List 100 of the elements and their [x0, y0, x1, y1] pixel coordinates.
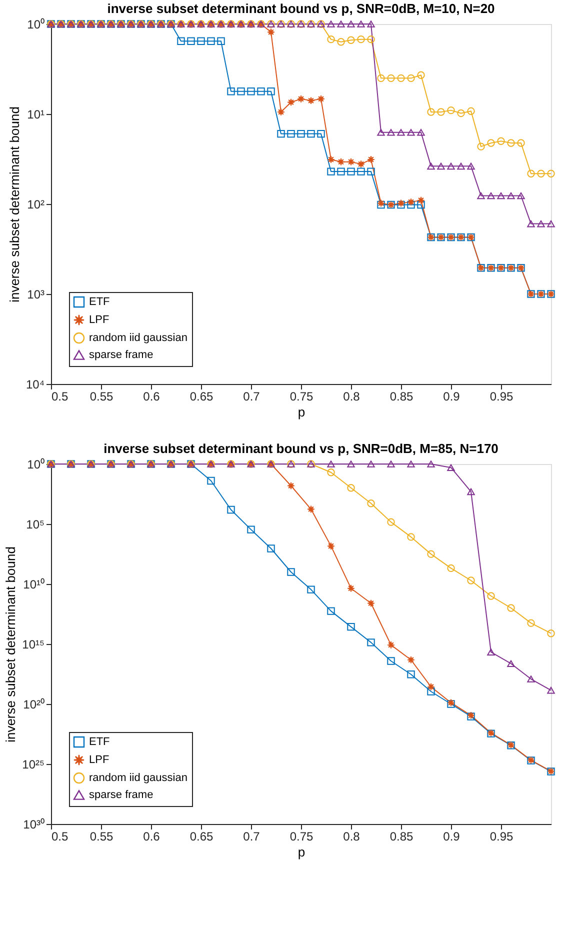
point [487, 648, 495, 656]
point [407, 656, 415, 664]
point [187, 37, 195, 45]
x-tick-label: 0.65 [190, 830, 214, 844]
x-tick-label: 0.55 [90, 830, 114, 844]
x-tick-label: 0.85 [390, 830, 414, 844]
y-tick-label: 10¹⁵ [22, 638, 45, 652]
y-tick-label: 10² [27, 198, 45, 212]
point [277, 130, 285, 138]
x-tick-label: 0.7 [243, 830, 260, 844]
point [387, 74, 395, 82]
legend-label: random iid gaussian [89, 772, 188, 784]
x-axis-title: p [298, 404, 306, 420]
point [527, 220, 535, 228]
x-axis-title: p [298, 844, 306, 860]
point [307, 586, 315, 594]
point [337, 20, 345, 28]
point [387, 641, 395, 649]
x-tick-label: 0.55 [90, 390, 114, 404]
point [487, 192, 495, 200]
point [337, 168, 345, 176]
point [527, 676, 535, 682]
point [407, 670, 415, 678]
point [397, 74, 405, 82]
point [307, 130, 315, 138]
point [367, 599, 375, 608]
point [347, 20, 355, 28]
point [347, 168, 355, 176]
point [427, 688, 435, 696]
point [437, 108, 445, 116]
point [347, 622, 355, 631]
x-tick-label: 0.75 [290, 830, 314, 844]
point [367, 460, 375, 468]
x-tick-label: 0.95 [490, 390, 514, 404]
point [327, 35, 335, 44]
point [487, 139, 495, 147]
point [227, 506, 235, 514]
point [287, 568, 295, 576]
point [317, 130, 325, 138]
x-tick-label: 0.6 [143, 390, 160, 404]
legend-label: LPF [89, 754, 110, 766]
point [387, 460, 395, 468]
x-tick-label: 0.85 [390, 390, 414, 404]
y-tick-label: 10²⁰ [23, 698, 44, 712]
point [427, 162, 435, 170]
point [427, 108, 435, 116]
point [417, 128, 425, 136]
point [407, 74, 415, 82]
point [547, 220, 555, 228]
point [467, 576, 475, 584]
point [347, 484, 355, 492]
point [527, 619, 535, 627]
point [397, 128, 405, 136]
point [237, 87, 245, 96]
y-tick-label: 10⁴ [26, 378, 44, 392]
point [387, 518, 395, 526]
point [427, 550, 435, 558]
point [257, 87, 265, 96]
point [307, 96, 315, 104]
point [287, 482, 295, 490]
point [467, 488, 475, 496]
point [407, 460, 415, 468]
point [507, 660, 515, 668]
point [547, 170, 555, 178]
point [517, 192, 525, 200]
chart-title: inverse subset determinant bound vs p, SNR=0dB, M=10, N=20 [107, 1, 495, 16]
point [347, 460, 355, 468]
point [547, 630, 555, 638]
x-tick-label: 0.5 [52, 830, 69, 844]
y-tick-label: 10³ [27, 288, 45, 302]
point [327, 156, 335, 164]
point [287, 98, 295, 106]
point [467, 162, 475, 170]
point [367, 20, 375, 28]
x-tick-label: 0.9 [443, 830, 460, 844]
x-tick-label: 0.9 [443, 390, 460, 404]
point [407, 533, 415, 541]
point [297, 130, 305, 138]
x-tick-label: 0.5 [52, 390, 69, 404]
point [367, 35, 375, 44]
point [467, 107, 475, 116]
point [177, 37, 185, 45]
point [197, 37, 205, 45]
point [357, 35, 365, 44]
point [447, 162, 455, 170]
point [447, 564, 455, 572]
point [307, 505, 315, 514]
point [497, 192, 505, 200]
point [407, 200, 415, 209]
point [267, 28, 275, 36]
point [447, 464, 455, 472]
y-tick-label: 10²⁵ [22, 758, 45, 772]
point [427, 682, 435, 691]
y-tick-label: 10¹ [27, 108, 45, 122]
point [297, 95, 305, 103]
legend-label: random iid gaussian [89, 332, 188, 344]
point [417, 200, 425, 209]
point [327, 607, 335, 615]
legend-label: ETF [89, 736, 110, 748]
point [507, 604, 515, 612]
